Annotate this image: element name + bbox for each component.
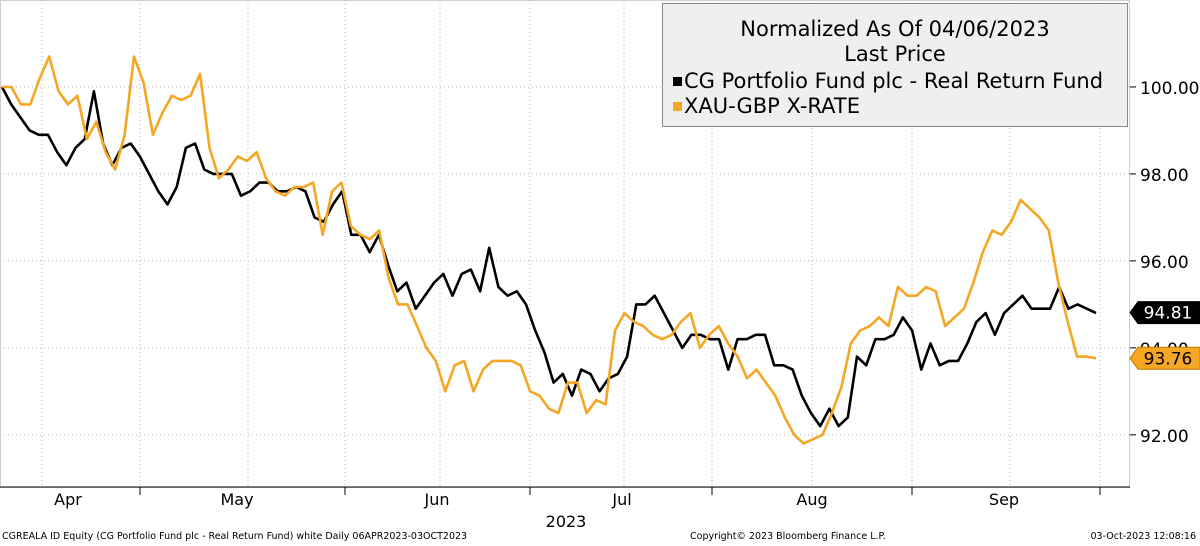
x-tick-label: Apr xyxy=(54,490,82,509)
x-tick-label: Aug xyxy=(796,490,827,509)
x-tick-label: Jun xyxy=(424,490,450,509)
last-value-tag-2: 93.76 xyxy=(1129,346,1200,370)
chart-subtitle: Last Price xyxy=(844,42,946,66)
x-tick-label: May xyxy=(220,490,253,509)
footer-timestamp: 03-Oct-2023 12:08:16 xyxy=(1090,531,1197,542)
axes: 100.0098.0096.0094.0092.00AprMayJunJulAu… xyxy=(0,79,1200,531)
legend-item-series-2: XAU-GBP X-RATE xyxy=(673,93,860,119)
y-tick-label: 98.00 xyxy=(1140,166,1189,186)
chart-title: Normalized As Of 04/06/2023 xyxy=(740,17,1050,41)
legend-swatch-black xyxy=(673,77,682,86)
x-year-label: 2023 xyxy=(546,512,587,531)
legend-label-series-2: XAU-GBP X-RATE xyxy=(684,94,860,118)
y-tick-label: 96.00 xyxy=(1140,253,1189,273)
last-value-label: 94.81 xyxy=(1144,304,1193,324)
series-line-2 xyxy=(2,55,1097,445)
legend: Normalized As Of 04/06/2023 Last Price C… xyxy=(662,3,1128,127)
last-value-tag-1: 94.81 xyxy=(1129,301,1200,325)
last-value-tag-bg xyxy=(1129,346,1200,370)
last-value-label: 93.76 xyxy=(1144,349,1193,369)
y-tick-label: 92.00 xyxy=(1140,427,1189,447)
footer-description: CGREALA ID Equity (CG Portfolio Fund plc… xyxy=(2,531,468,542)
series-line-1 xyxy=(0,86,1097,428)
x-tick-label: Sep xyxy=(989,490,1019,509)
footer-copyright: Copyright© 2023 Bloomberg Finance L.P. xyxy=(690,531,886,542)
series-layer xyxy=(0,55,1097,445)
legend-item-series-1: CG Portfolio Fund plc - Real Return Fund xyxy=(673,68,1103,94)
x-tick-label: Jul xyxy=(611,490,631,509)
y-tick-label: 100.00 xyxy=(1140,79,1199,99)
legend-swatch-orange xyxy=(673,102,682,111)
legend-label-series-1: CG Portfolio Fund plc - Real Return Fund xyxy=(684,69,1104,93)
last-value-tag-bg xyxy=(1129,301,1200,325)
